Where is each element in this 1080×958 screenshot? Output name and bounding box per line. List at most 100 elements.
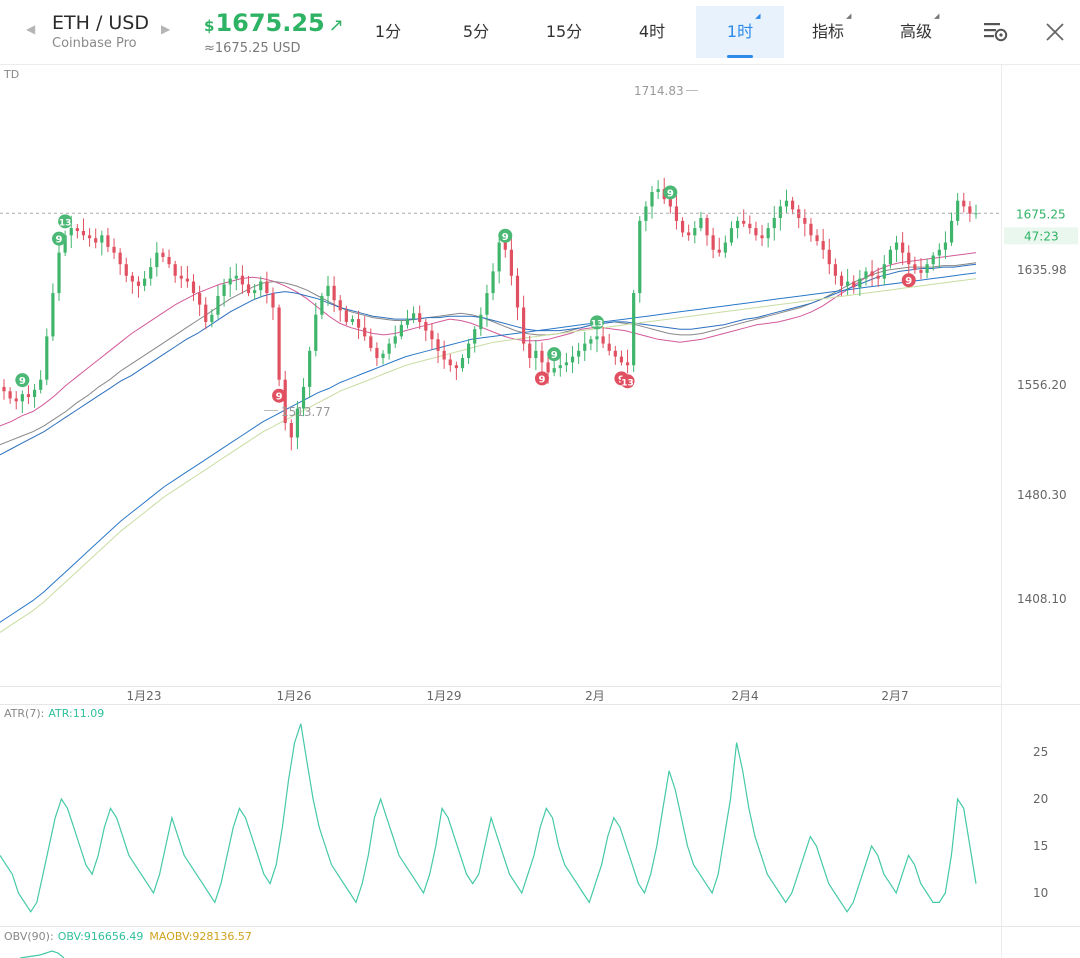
candle-body (846, 281, 850, 286)
candle (870, 260, 874, 287)
candle-body (564, 362, 569, 366)
td-marker: 9 (52, 231, 67, 246)
candle-body (167, 256, 171, 265)
advanced-label: 高级 (899, 22, 932, 41)
candle (791, 196, 795, 215)
candle-body (589, 339, 593, 344)
candle (564, 352, 569, 373)
candle-body (901, 242, 905, 253)
tab-5m[interactable]: 5分 (432, 6, 520, 58)
candle-body (161, 252, 165, 257)
td-marker: 9 (547, 347, 562, 362)
candle (846, 268, 850, 295)
candle-body (705, 217, 709, 236)
candle (45, 328, 49, 385)
candle (534, 339, 538, 371)
td-marker-label: 9 (905, 276, 912, 287)
candle (369, 328, 373, 352)
candle-body (809, 223, 813, 236)
candle-body (20, 394, 24, 402)
indicators-menu[interactable]: 指标 ◢ (784, 6, 872, 58)
candle-body (387, 343, 391, 354)
price-tick-1408: 1408.10 (1017, 592, 1067, 606)
candle (234, 263, 238, 291)
candle-body (956, 200, 960, 221)
candle (619, 350, 624, 366)
candle-body (112, 246, 116, 253)
td-marker: 9 (901, 273, 916, 288)
candle (63, 230, 67, 257)
candle-body (699, 217, 703, 229)
candle (320, 292, 324, 320)
candle-body (234, 275, 238, 279)
candle-body (870, 271, 874, 276)
candle-body (815, 235, 819, 242)
candle (570, 346, 575, 374)
candle (94, 228, 98, 249)
candle (448, 353, 452, 372)
candle-body (155, 252, 159, 268)
tab-1m[interactable]: 1分 (344, 6, 432, 58)
candle (809, 218, 813, 242)
candle (717, 237, 721, 257)
candle (314, 302, 318, 357)
candle (246, 275, 251, 297)
candle (876, 267, 880, 287)
tab-4h[interactable]: 4时 (608, 6, 696, 58)
candle-body (821, 241, 825, 250)
chart-settings-icon[interactable] (982, 19, 1010, 45)
td-marker-label: 13 (59, 218, 72, 228)
candle-body (106, 235, 110, 247)
candle-body (760, 235, 764, 239)
moving-average-line (0, 272, 977, 623)
candle (167, 249, 171, 268)
candle-body (454, 365, 458, 369)
time-tick-feb7: 2月7 (881, 689, 908, 703)
candle (301, 378, 306, 417)
candle-body (45, 336, 49, 380)
candle (815, 229, 819, 246)
candle (540, 342, 544, 376)
candle (491, 263, 495, 301)
candle (962, 192, 966, 213)
advanced-menu[interactable]: 高级 ◢ (872, 6, 960, 58)
candle (907, 245, 911, 276)
candle (265, 271, 269, 304)
candle (271, 287, 275, 321)
td-marker-label: 13 (621, 378, 634, 388)
candle-body (876, 275, 880, 279)
candle-body (149, 267, 153, 279)
candle (344, 305, 348, 326)
candle (161, 248, 165, 263)
candle-body (375, 347, 379, 359)
candle-body (467, 343, 471, 359)
candle-body (632, 293, 636, 366)
price-tick-1635: 1635.98 (1017, 263, 1067, 277)
candle-body (424, 321, 428, 331)
candle-body (766, 228, 770, 239)
candle-body (2, 386, 6, 392)
candle (198, 285, 202, 316)
pair-selector[interactable]: ETH / USD Coinbase Pro (52, 11, 149, 53)
candle-body (143, 278, 147, 286)
candle-body (430, 330, 434, 340)
td-marker-dot (15, 373, 30, 388)
active-tab-underline (727, 55, 753, 58)
countdown-label: 47:23 (1024, 229, 1059, 243)
next-arrow-icon[interactable]: ▶ (161, 22, 171, 36)
close-icon[interactable] (1045, 22, 1065, 42)
candle-body (968, 206, 972, 214)
candle-body (833, 264, 837, 276)
candle (766, 222, 770, 248)
candle-body (418, 313, 422, 322)
candle (204, 297, 208, 330)
prev-arrow-icon[interactable]: ◀ (26, 22, 36, 36)
price-up-arrow-icon: ↗ (328, 15, 344, 36)
candle-body (204, 304, 208, 322)
obv-label: OBV(90): OBV:916656.49 MAOBV:928136.57 (4, 930, 252, 943)
tab-15m[interactable]: 15分 (520, 6, 608, 58)
candle-body (595, 336, 599, 340)
td-marker-dot (547, 347, 562, 362)
tab-1h[interactable]: 1时 ◢ (696, 6, 784, 58)
